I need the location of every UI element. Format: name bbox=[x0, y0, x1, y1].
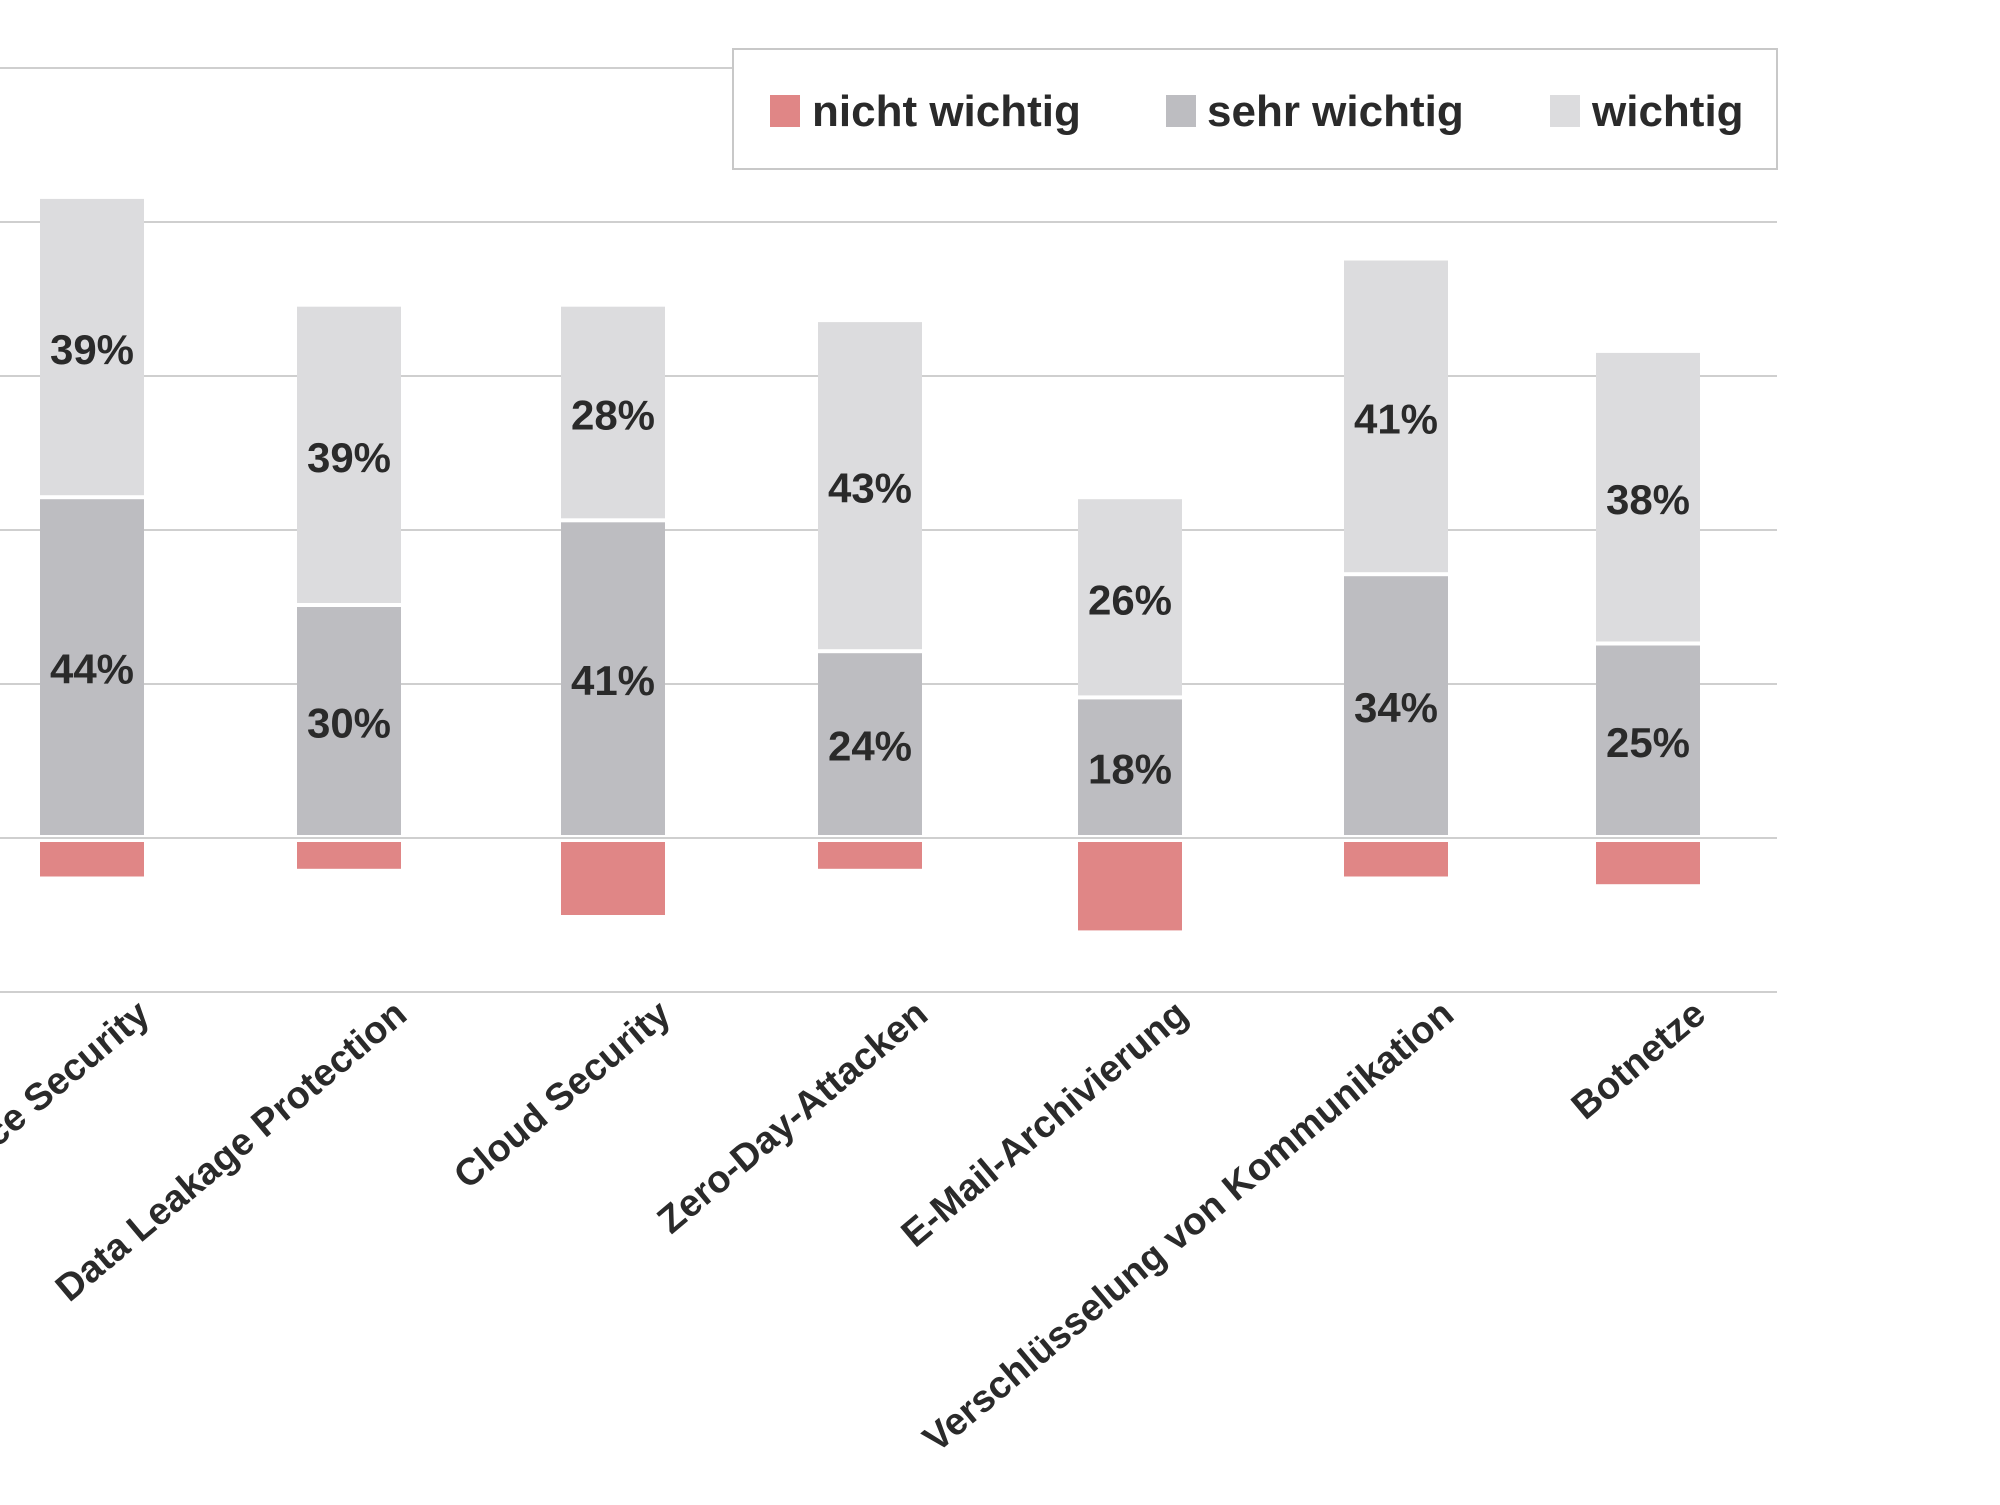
bar-sehr-wichtig-2 bbox=[561, 522, 665, 835]
bar-sehr-wichtig-1 bbox=[297, 607, 401, 835]
category-label-6: Botnetze bbox=[1564, 993, 1714, 1128]
bar-nicht-wichtig-4 bbox=[1078, 842, 1182, 931]
value-label-sehr-wichtig-4: 18% bbox=[1088, 746, 1172, 793]
value-label-wichtig-6: 38% bbox=[1606, 476, 1690, 523]
bar-wichtig-1 bbox=[297, 306, 401, 603]
bar-wichtig-2 bbox=[561, 306, 665, 519]
value-label-sehr-wichtig-3: 24% bbox=[828, 723, 912, 770]
bar-nicht-wichtig-6 bbox=[1596, 842, 1700, 885]
bar-nicht-wichtig-3 bbox=[818, 842, 922, 869]
bar-wichtig-0 bbox=[40, 198, 144, 496]
legend-label-wichtig: wichtig bbox=[1591, 87, 1744, 136]
bar-wichtig-4 bbox=[1078, 499, 1182, 696]
bars bbox=[40, 198, 1700, 931]
value-label-sehr-wichtig-0: 44% bbox=[50, 646, 134, 693]
value-label-sehr-wichtig-2: 41% bbox=[571, 657, 655, 704]
value-label-wichtig-1: 39% bbox=[307, 434, 391, 481]
bar-sehr-wichtig-6 bbox=[1596, 645, 1700, 835]
category-label-0: Device Security bbox=[0, 993, 158, 1207]
bar-nicht-wichtig-2 bbox=[561, 842, 665, 915]
legend-swatch-nicht-wichtig bbox=[770, 95, 800, 127]
value-label-wichtig-0: 39% bbox=[50, 326, 134, 373]
value-labels: 44% 39% 30% 39% 41% 28% 24% 43% 18% 26% 34% 41% 25% 3… bbox=[50, 326, 1690, 793]
bar-nicht-wichtig-1 bbox=[297, 842, 401, 869]
legend-swatch-sehr-wichtig bbox=[1166, 95, 1196, 127]
value-label-wichtig-4: 26% bbox=[1088, 576, 1172, 623]
bar-wichtig-3 bbox=[818, 322, 922, 650]
bar-sehr-wichtig-3 bbox=[818, 653, 922, 835]
legend-box bbox=[732, 48, 1778, 170]
legend-swatch-wichtig bbox=[1550, 95, 1580, 127]
value-label-sehr-wichtig-1: 30% bbox=[307, 700, 391, 747]
legend-label-sehr-wichtig: sehr wichtig bbox=[1207, 87, 1464, 136]
bar-sehr-wichtig-5 bbox=[1344, 576, 1448, 835]
category-label-3: Zero-Day-Attacken bbox=[650, 993, 936, 1242]
value-label-wichtig-3: 43% bbox=[828, 465, 912, 512]
value-label-wichtig-2: 28% bbox=[571, 392, 655, 439]
bar-wichtig-5 bbox=[1344, 260, 1448, 573]
bar-nicht-wichtig-0 bbox=[40, 842, 144, 877]
category-label-2: Cloud Security bbox=[446, 993, 678, 1198]
bar-sehr-wichtig-0 bbox=[40, 499, 144, 835]
category-label-5: Verschlüsselung von Kommunikation bbox=[916, 993, 1462, 1461]
value-label-sehr-wichtig-6: 25% bbox=[1606, 719, 1690, 766]
legend-label-nicht-wichtig: nicht wichtig bbox=[812, 87, 1081, 136]
bar-wichtig-6 bbox=[1596, 352, 1700, 642]
bar-sehr-wichtig-4 bbox=[1078, 699, 1182, 835]
value-label-sehr-wichtig-5: 34% bbox=[1354, 684, 1438, 731]
category-label-4: E-Mail-Archivierung bbox=[894, 993, 1196, 1256]
bar-nicht-wichtig-5 bbox=[1344, 842, 1448, 877]
value-label-wichtig-5: 41% bbox=[1354, 395, 1438, 442]
legend: nicht wichtig sehr wichtig wichtig bbox=[732, 48, 1778, 170]
